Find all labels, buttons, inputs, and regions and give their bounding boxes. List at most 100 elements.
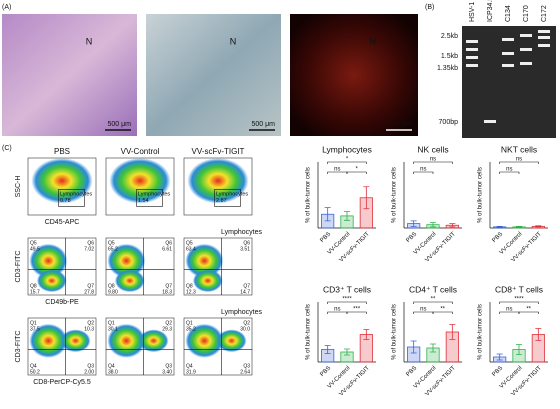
fluorescence-image <box>290 14 418 136</box>
y-axis-label: % of bulk-tumor cells <box>306 167 312 223</box>
error-bar <box>496 225 503 228</box>
error-bar <box>363 186 370 210</box>
significance-bracket <box>499 301 539 304</box>
flow-x-label: CD49b-PE <box>45 299 79 306</box>
x-tick-label: PBS <box>491 231 504 244</box>
significance-label: * <box>346 157 349 163</box>
error-bar <box>516 344 522 355</box>
flow-density <box>192 269 223 293</box>
quadrant-value: 12.3 <box>186 289 196 295</box>
flow-density <box>114 269 145 293</box>
gel-band <box>538 36 550 39</box>
size-marker: 1.35kb <box>437 65 458 72</box>
quadrant-value: 38.0 <box>108 369 118 375</box>
quadrant-value: 9.80 <box>108 289 118 295</box>
flow-density <box>138 329 169 353</box>
x-tick-label: PBS <box>405 231 418 244</box>
y-axis-label: % of bulk-tumor cells <box>478 167 484 223</box>
error-bar <box>516 225 522 228</box>
significance-bracket <box>432 311 453 314</box>
x-tick-label: PBS <box>319 365 332 378</box>
gel-band <box>520 34 532 37</box>
significance-label: ns <box>430 157 436 163</box>
flow-x-label: CD45-APC <box>45 219 80 226</box>
quadrant-name: Q8 <box>108 283 115 289</box>
significance-label: ns <box>420 167 426 173</box>
gate <box>136 189 163 207</box>
quadrant-name: Q2 <box>87 320 94 326</box>
error-bar <box>410 220 417 227</box>
quadrant-value: 3.51 <box>240 246 250 252</box>
lane-label: C134 <box>505 5 512 22</box>
flow-density <box>216 329 247 353</box>
lane-label: ICP34.5(-) <box>487 0 494 22</box>
chart-title: CD3⁺ T cells <box>323 284 371 294</box>
quadrant-name: Q4 <box>30 363 37 369</box>
quadrant-name: Q3 <box>87 363 94 369</box>
significance-label: ns <box>334 167 340 173</box>
quadrant-value: 18.3 <box>162 289 172 295</box>
error-bar <box>363 329 370 340</box>
gel-band <box>502 64 514 67</box>
error-bar <box>324 207 331 222</box>
gate-value: 1.54 <box>138 198 149 204</box>
significance-bracket <box>413 171 434 174</box>
quadrant-value: 15.7 <box>30 289 40 295</box>
ish-image <box>146 14 281 136</box>
chart-title: NK cells <box>417 144 448 154</box>
flow-y-label: CD3-FITC <box>15 251 22 283</box>
gel-band <box>466 40 478 43</box>
quadrant-name: Q1 <box>108 320 115 326</box>
significance-label: **** <box>342 297 352 303</box>
quadrant-name: Q6 <box>165 240 172 246</box>
scale-label: 500 μm <box>252 121 276 128</box>
quadrant-value: 37.5 <box>30 326 40 332</box>
quadrant-value: 2.64 <box>240 369 250 375</box>
quadrant-name: Q3 <box>243 363 250 369</box>
error-bar <box>496 353 503 361</box>
flow-x-label: CD8-PerCP-Cy5.5 <box>33 379 91 386</box>
gel-band <box>466 48 478 51</box>
gate-name: Lymphocytes <box>138 191 170 197</box>
flow-y-label: CD3-FITC <box>15 331 22 363</box>
significance-label: ns <box>334 307 340 313</box>
significance-label: ** <box>431 297 436 303</box>
quadrant-value: 6.61 <box>162 246 172 252</box>
error-bar <box>430 222 436 228</box>
gel-band <box>502 38 514 41</box>
quadrant-name: Q5 <box>30 240 37 246</box>
flow-y-label: SSC-H <box>15 176 22 198</box>
quadrant-name: Q2 <box>165 320 172 326</box>
panel-label: (A) <box>2 4 11 11</box>
quadrant-value: 14.7 <box>240 289 250 295</box>
quadrant-name: Q1 <box>30 320 37 326</box>
region-marker: N <box>230 36 237 46</box>
quadrant-value: 63.4 <box>186 246 196 252</box>
quadrant-name: Q6 <box>243 240 250 246</box>
error-bar <box>324 345 331 354</box>
x-tick-label: PBS <box>319 231 332 244</box>
significance-label: ns <box>516 157 522 163</box>
y-axis-label: % of bulk-tumor cells <box>392 304 398 360</box>
size-marker: 700bp <box>439 119 459 126</box>
gel-band <box>466 56 478 59</box>
significance-bracket <box>518 311 539 314</box>
quadrant-value: 10.3 <box>84 326 94 332</box>
gel-band <box>520 48 532 51</box>
panel-label: (C) <box>2 145 12 152</box>
lane-label: C170 <box>523 5 530 22</box>
gate-header: Lymphocytes <box>221 229 262 236</box>
gel-band <box>484 120 496 123</box>
gate-value: 2.87 <box>216 198 227 204</box>
panel-label: (B) <box>425 4 434 11</box>
quadrant-name: Q1 <box>186 320 193 326</box>
significance-label: ns <box>420 307 426 313</box>
error-bar <box>535 225 542 228</box>
flow-density <box>60 329 91 353</box>
error-bar <box>449 324 456 340</box>
gel-band <box>466 64 478 67</box>
size-marker: 2.5kb <box>441 33 458 40</box>
gel-band <box>520 62 532 65</box>
significance-bracket <box>327 161 367 164</box>
